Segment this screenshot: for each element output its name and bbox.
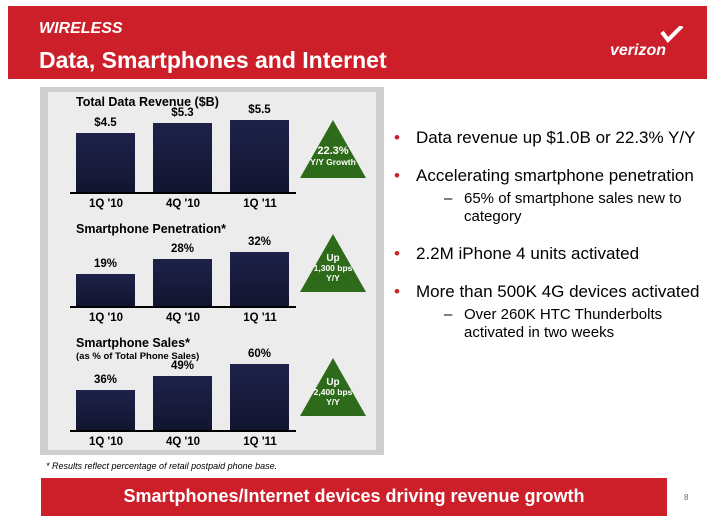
bar [76,133,135,192]
footnote: * Results reflect percentage of retail p… [46,461,278,471]
bullet-dot-icon: • [394,166,400,185]
charts-panel: Total Data Revenue ($B) $4.5 1Q '10 $5.3 4Q … [40,87,384,455]
badge-text: Y/Y [326,397,340,407]
sub-bullet-text: 65% of smartphone sales new to category [464,190,682,225]
bullet-text: 2.2M iPhone 4 units activated [416,244,640,263]
value-label: $5.3 [171,107,194,119]
tick-label: 1Q '10 [88,312,124,324]
dash-icon: – [444,190,453,207]
badge-text: Y/Y Growth [310,157,356,167]
sub-bullet-text: Over 260K HTC Thunderbolts activated in … [464,306,663,341]
badge-text: Up [326,253,340,264]
badge-text: 1,300 bps [313,263,353,273]
section-label: WIRELESS [39,20,123,37]
bullet-item: • Accelerating smartphone penetration –65%… [394,166,704,226]
bullet-item: • More than 500K 4G devices activated – Ove… [394,282,704,342]
value-label: 36% [93,374,118,386]
bar [230,120,289,192]
value-label: 49% [170,360,195,372]
bar [153,376,212,430]
axis-baseline [70,192,296,194]
value-label: 28% [170,243,195,255]
tick-label: 1Q '10 [88,198,124,210]
bar [230,364,289,430]
bar [76,274,135,306]
bullet-dot-icon: • [394,128,400,147]
badge-text: 2,400 bps [313,387,353,397]
bar [153,123,212,192]
page-number: 8 [684,493,689,502]
bar [230,252,289,306]
badge-text: Y/Y [326,273,340,283]
bullet-text: Data revenue up $1.0B or 22.3% Y/Y [416,128,696,147]
sub-bullet-item: – Over 260K HTC Thunderbolts activated in… [416,306,704,342]
bar [153,259,212,306]
bullet-text: More than 500K 4G devices activated [416,282,700,301]
bullet-dot-icon: • [394,282,400,301]
badge-text: Up [326,377,340,388]
axis-baseline [70,430,296,432]
value-label: 32% [247,236,272,248]
charts-inner: Total Data Revenue ($B) $4.5 1Q '10 $5.3 4Q … [48,92,376,450]
logo-text: verizon [610,42,667,59]
bullet-list: • Data revenue up $1.0B or 22.3% Y/Y • Acce… [394,128,704,360]
tick-label: 4Q '10 [165,198,201,210]
value-label: $4.5 [94,117,117,129]
tick-label: 4Q '10 [165,312,201,324]
bullet-item: • Data revenue up $1.0B or 22.3% Y/Y [394,128,704,148]
axis-baseline [70,306,296,308]
badge-text: 22.3% [317,145,349,157]
tick-label: 1Q '11 [243,436,277,448]
bullet-text: Accelerating smartphone penetration [416,166,694,185]
value-label: 19% [93,258,118,270]
footer-banner: Smartphones/Internet devices driving rev… [41,478,667,516]
bullet-item: • 2.2M iPhone 4 units activated [394,244,704,264]
header-banner: WIRELESS Data, Smartphones and Internet [8,6,707,79]
growth-badge: Up 1,300 bps Y/Y [300,234,366,292]
chart-title: Smartphone Penetration* [76,222,227,236]
footer-banner-text: Smartphones/Internet devices driving rev… [123,486,585,506]
checkmark-icon [660,24,684,44]
chart-subtitle: (as % of Total Phone Sales) [76,351,200,362]
value-label: 60% [247,348,272,360]
chart-title: Total Data Revenue ($B) [76,95,219,109]
growth-badge: Up 2,400 bps Y/Y [300,358,366,416]
value-label: $5.5 [248,104,271,116]
chart-title: Smartphone Sales* [76,336,190,350]
tick-label: 1Q '11 [243,312,277,324]
sub-bullet-item: –65% of smartphone sales new to category [416,190,704,226]
bar [76,390,135,430]
tick-label: 1Q '10 [88,436,124,448]
page-title: Data, Smartphones and Internet [39,47,387,73]
bullet-dot-icon: • [394,244,400,263]
dash-icon: – [444,306,453,323]
tick-label: 1Q '11 [243,198,277,210]
verizon-logo: verizon [610,24,690,66]
growth-badge: 22.3% Y/Y Growth [300,120,366,178]
tick-label: 4Q '10 [165,436,201,448]
